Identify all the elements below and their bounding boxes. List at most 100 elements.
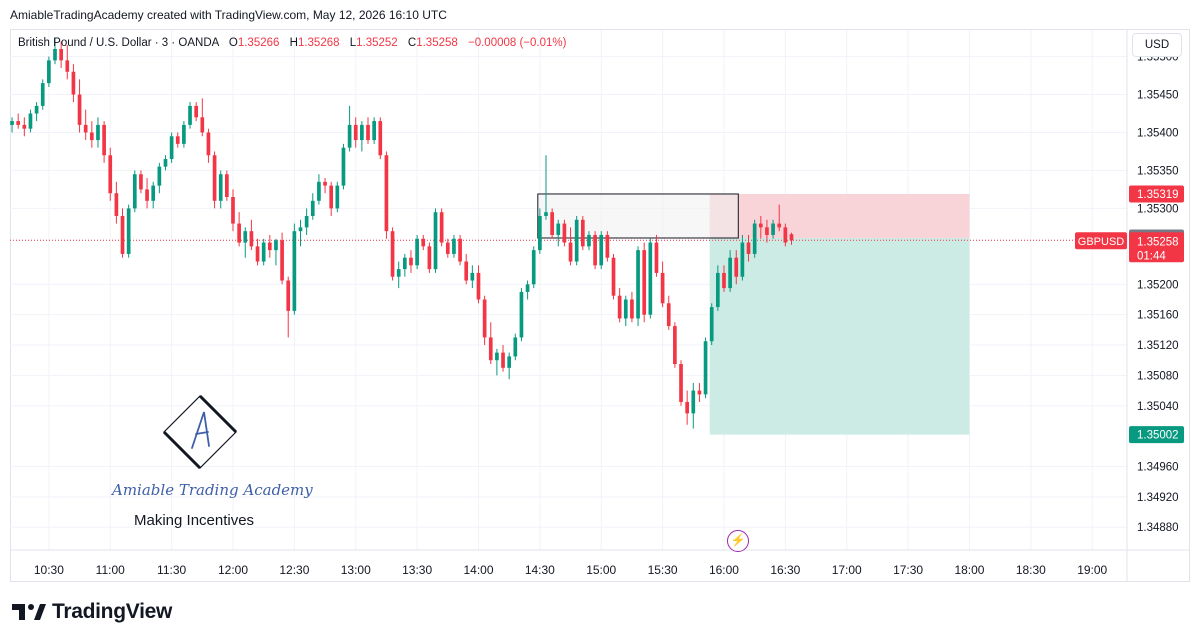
candle	[96, 117, 100, 148]
candle-body	[722, 272, 726, 289]
candle	[151, 181, 156, 209]
candle-body	[777, 223, 782, 228]
academy-name: Amiable Trading Academy	[112, 481, 313, 499]
candle-body	[611, 257, 616, 296]
candle-body	[212, 155, 217, 201]
candle-body	[40, 83, 45, 106]
candle-body	[642, 250, 647, 315]
candle-body	[390, 231, 395, 277]
price-tick-label: 1.35450	[1137, 90, 1179, 102]
candle	[16, 113, 21, 129]
candle-body	[274, 240, 278, 251]
candle-body	[758, 223, 763, 228]
chart-frame	[10, 29, 1190, 582]
high-value: 1.35268	[297, 37, 340, 49]
candle	[648, 238, 653, 319]
tradingview-logo[interactable]: TradingView	[12, 600, 172, 624]
candle	[304, 208, 309, 235]
time-tick-label: 11:30	[157, 563, 186, 577]
candle	[200, 98, 205, 137]
candle-body	[507, 356, 512, 368]
candle-body	[218, 174, 223, 201]
candle-body	[77, 94, 82, 125]
candle-body	[685, 401, 689, 414]
candle	[476, 265, 481, 304]
candle	[396, 261, 401, 289]
candle	[495, 348, 499, 376]
candle	[740, 234, 745, 281]
tradingview-mark-icon	[12, 604, 46, 620]
candle	[642, 242, 647, 323]
candle-body	[519, 291, 524, 338]
candle	[593, 231, 597, 270]
candle-body	[267, 242, 272, 251]
candle-body	[433, 212, 438, 270]
candle-body	[734, 257, 739, 277]
candle	[501, 345, 505, 372]
candle-body	[378, 121, 383, 156]
candle-body	[580, 219, 585, 247]
candle	[280, 232, 284, 285]
candle	[231, 189, 235, 232]
candle	[531, 246, 536, 289]
price-tick-label: 1.35040	[1137, 401, 1179, 413]
candle-body	[360, 124, 364, 141]
candle-body	[439, 212, 444, 243]
open-label: O	[228, 37, 238, 49]
time-tick-label: 13:30	[402, 563, 432, 577]
candle	[218, 170, 223, 209]
candle-body	[225, 174, 229, 198]
close-value: 1.35258	[416, 37, 458, 49]
candle	[789, 232, 794, 245]
candle	[544, 155, 548, 220]
candle-body	[746, 242, 751, 254]
candle	[697, 382, 702, 402]
candle-body	[574, 219, 579, 262]
candle-body	[59, 48, 63, 61]
candle-body	[22, 124, 27, 129]
time-tick-label: 16:30	[770, 563, 800, 577]
candle-body	[151, 185, 156, 201]
candle-body	[531, 250, 536, 285]
candle	[163, 155, 168, 171]
candle-body	[71, 71, 76, 95]
candle-body	[470, 272, 475, 281]
candle-body	[593, 234, 597, 266]
candle	[513, 333, 518, 361]
candle-body	[636, 250, 640, 319]
candle-body	[568, 242, 573, 262]
candle-body	[464, 261, 469, 281]
candle	[605, 231, 610, 262]
candle	[673, 322, 677, 368]
time-tick-label: 18:00	[954, 563, 984, 577]
candle	[777, 204, 782, 232]
candle-body	[47, 60, 51, 84]
lightning-icon[interactable]: ⚡	[727, 530, 749, 552]
candle	[685, 390, 689, 425]
candle-body	[562, 223, 567, 243]
candle	[286, 276, 291, 338]
candle	[691, 382, 696, 429]
candle-body	[605, 234, 610, 258]
candle-body	[538, 215, 542, 251]
candle	[746, 234, 751, 262]
candle-body	[556, 223, 561, 235]
stop-loss-zone	[709, 193, 970, 238]
candle	[188, 102, 192, 129]
candle-body	[409, 257, 413, 266]
candle-body	[703, 341, 708, 395]
candle	[212, 151, 217, 209]
candle	[71, 64, 76, 103]
candle-body	[53, 48, 57, 61]
time-tick-label: 12:30	[279, 563, 309, 577]
candle	[347, 105, 352, 152]
price-tick-label: 1.35120	[1137, 340, 1179, 352]
candle	[298, 219, 303, 247]
currency-button[interactable]: USD	[1132, 33, 1182, 57]
candle	[617, 288, 622, 323]
candle-body	[298, 227, 303, 232]
current-price-label-bg	[1129, 232, 1184, 263]
candle	[716, 265, 720, 311]
candle	[89, 121, 94, 148]
